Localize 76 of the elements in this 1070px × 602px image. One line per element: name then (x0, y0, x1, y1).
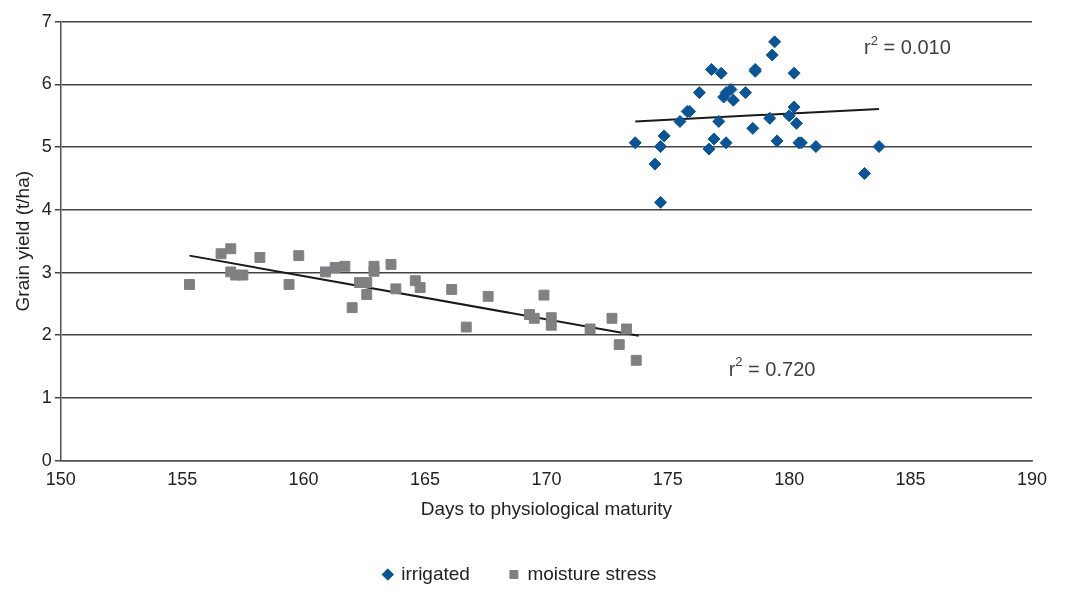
x-tick-label: 185 (895, 469, 926, 490)
point (528, 312, 540, 324)
y-tick-label: 2 (41, 324, 52, 345)
point (606, 312, 618, 324)
point (346, 302, 358, 314)
y-tick-label: 3 (41, 261, 52, 282)
x-tick-label: 150 (45, 469, 76, 490)
point (630, 354, 642, 366)
point (702, 142, 716, 156)
point (460, 321, 472, 333)
point (385, 258, 397, 270)
y-tick-label: 4 (41, 198, 52, 219)
y-tick-label: 1 (41, 386, 52, 407)
x-axis-title: Days to physiological maturity (420, 497, 673, 519)
point (654, 195, 668, 209)
point (283, 279, 295, 290)
point (361, 289, 373, 300)
y-tick-label: 7 (41, 10, 52, 31)
y-tick-label: 0 (41, 449, 52, 470)
point (787, 66, 801, 80)
y-tick-label: 5 (41, 136, 52, 157)
point (746, 121, 760, 135)
point (809, 140, 823, 154)
point (692, 86, 706, 100)
point (482, 290, 494, 302)
point (770, 134, 784, 148)
x-tick-label: 170 (531, 469, 562, 490)
point (724, 83, 738, 96)
point (545, 319, 557, 331)
point (782, 109, 796, 123)
x-tick-label: 180 (774, 469, 805, 490)
point (673, 114, 687, 128)
point (714, 66, 728, 80)
point (768, 35, 782, 49)
point (254, 252, 266, 263)
point (739, 86, 752, 100)
x-tick-label: 190 (1016, 469, 1048, 490)
point (184, 279, 195, 290)
point (857, 167, 871, 180)
y-axis-title: Grain yield (t/ha) (11, 170, 33, 312)
point (538, 289, 550, 301)
x-tick-label: 165 (409, 469, 441, 490)
point (628, 136, 642, 150)
point (361, 277, 373, 289)
point (648, 157, 662, 171)
point (712, 114, 726, 128)
point (390, 283, 402, 295)
point (414, 282, 426, 294)
point (621, 323, 632, 335)
point (789, 116, 803, 130)
point (726, 93, 740, 107)
x-tick-label: 160 (288, 469, 319, 490)
point (215, 248, 227, 260)
point (320, 266, 331, 278)
point (584, 323, 596, 335)
point (707, 132, 721, 146)
legend-label: moisture stress (527, 562, 657, 584)
point (293, 250, 305, 262)
x-tick-label: 155 (167, 469, 198, 490)
point (657, 129, 671, 143)
point (446, 284, 458, 295)
point (654, 140, 668, 154)
point (237, 269, 249, 281)
point (765, 48, 779, 62)
point (613, 339, 625, 351)
point (719, 136, 733, 150)
point (763, 111, 777, 125)
point (787, 100, 801, 114)
x-tick-label: 175 (652, 469, 683, 490)
point (225, 243, 237, 255)
y-tick-label: 6 (41, 73, 52, 94)
point (705, 62, 719, 76)
point (872, 140, 886, 154)
legend-label: irrigated (401, 562, 470, 584)
point (368, 265, 380, 277)
point (339, 260, 351, 272)
